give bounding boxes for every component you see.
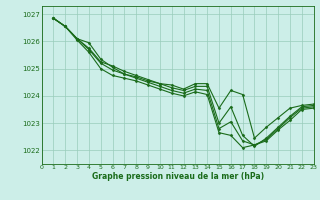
X-axis label: Graphe pression niveau de la mer (hPa): Graphe pression niveau de la mer (hPa) — [92, 172, 264, 181]
